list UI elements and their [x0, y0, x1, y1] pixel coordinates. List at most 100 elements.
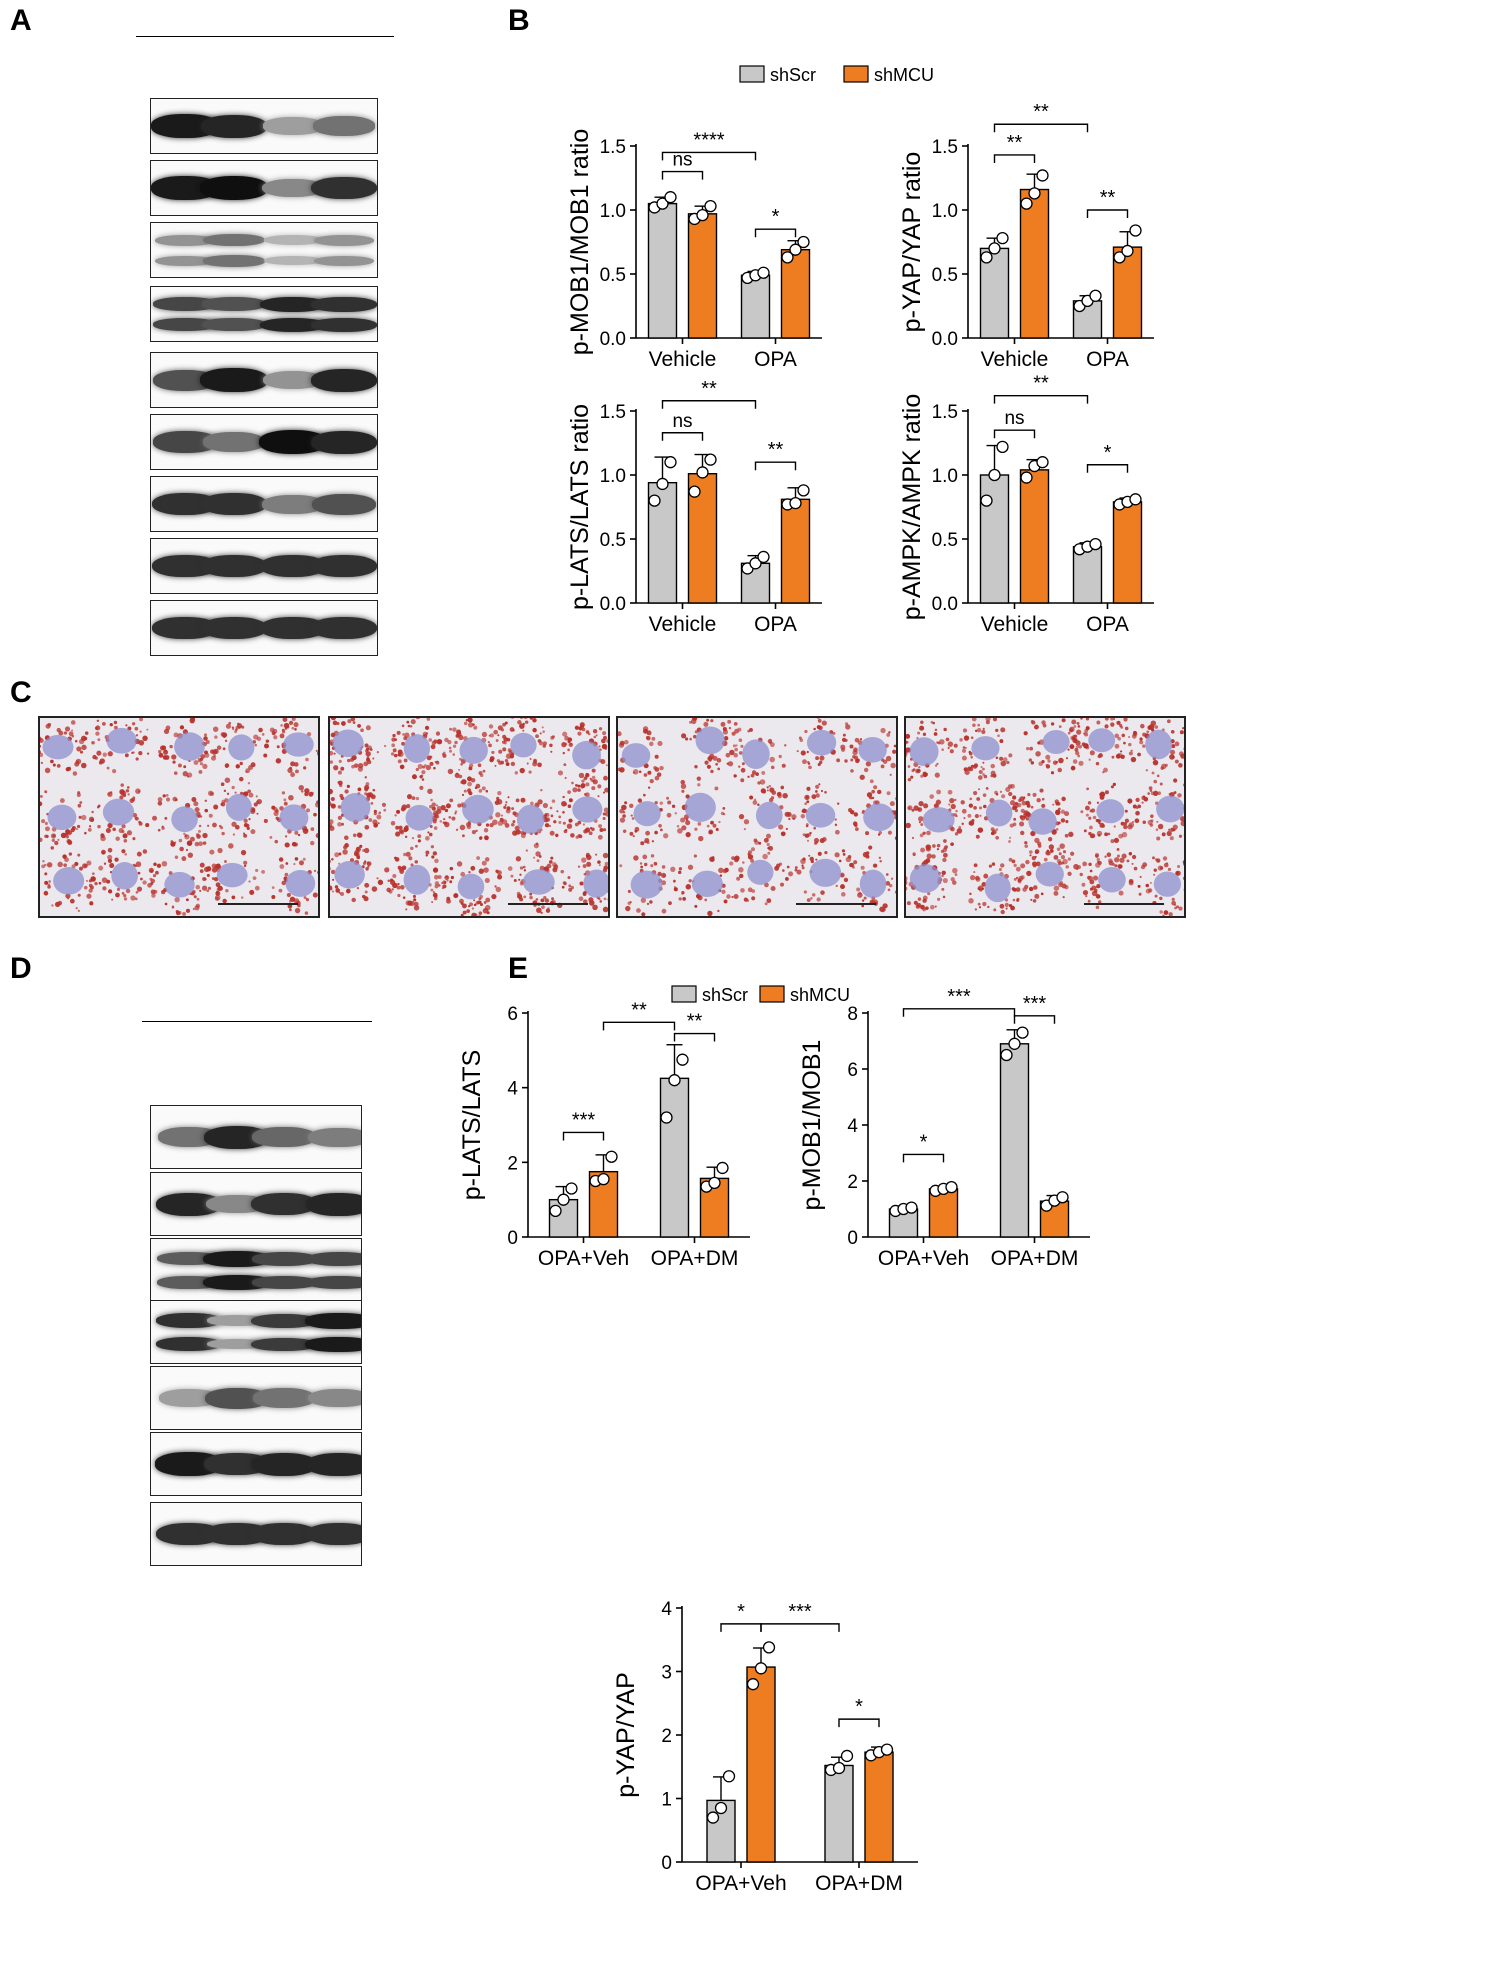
lipid-droplet [293, 722, 299, 728]
lipid-droplet [393, 753, 398, 758]
y-tick-label: 0.5 [932, 265, 958, 286]
lipid-droplet [1118, 890, 1124, 896]
lipid-droplet [170, 840, 174, 844]
lipid-droplet [452, 744, 457, 748]
lipid-droplet [293, 762, 299, 767]
lipid-droplet [289, 908, 292, 912]
lipid-droplet [398, 825, 403, 830]
lipid-droplet [1034, 893, 1040, 899]
protein-band [250, 1192, 318, 1216]
lipid-droplet [489, 757, 494, 763]
cell-nucleus [216, 862, 248, 888]
lipid-droplet [796, 869, 802, 875]
lipid-droplet [106, 766, 110, 770]
lipid-droplet [949, 798, 955, 804]
lipid-droplet [1011, 859, 1016, 864]
lipid-droplet [936, 897, 941, 901]
lipid-droplet [961, 822, 964, 826]
lipid-droplet [184, 834, 190, 840]
lipid-droplet [71, 864, 76, 869]
lipid-droplet [483, 828, 489, 833]
data-point [988, 468, 1001, 482]
lipid-droplet [337, 822, 342, 827]
lipid-droplet [1104, 724, 1109, 729]
lipid-droplet [377, 879, 384, 886]
lipid-droplet [1026, 747, 1030, 751]
lipid-droplet [276, 745, 280, 749]
lipid-droplet [750, 773, 755, 778]
y-tick-label: 1.0 [600, 466, 626, 487]
lipid-droplet [441, 881, 444, 885]
lipid-droplet [78, 866, 83, 871]
data-point [656, 197, 669, 210]
lipid-droplet [577, 784, 581, 788]
lipid-droplet [131, 722, 136, 726]
lipid-droplet [1124, 726, 1129, 731]
data-point [832, 1761, 846, 1775]
lipid-droplet [685, 737, 689, 741]
lipid-droplet [961, 808, 967, 814]
lipid-droplet [971, 718, 977, 722]
lipid-droplet [920, 774, 924, 778]
lipid-droplet [968, 820, 975, 826]
lipid-droplet [64, 857, 69, 863]
lipid-droplet [1162, 914, 1165, 916]
lipid-droplet [235, 725, 240, 730]
blot-strip [150, 476, 378, 532]
significance-label: *** [1023, 993, 1047, 1015]
lipid-droplet [579, 881, 584, 886]
lipid-droplet [248, 818, 251, 821]
lipid-droplet [964, 746, 967, 749]
lipid-droplet [785, 827, 788, 830]
lipid-droplet [363, 896, 369, 902]
lipid-droplet [362, 849, 366, 852]
lipid-droplet [698, 835, 704, 842]
lipid-droplet [243, 818, 248, 823]
cell-nucleus [457, 873, 485, 900]
lipid-droplet [178, 838, 183, 843]
lipid-droplet [618, 731, 622, 737]
lipid-droplet [920, 904, 925, 910]
lipid-droplet [210, 749, 215, 754]
data-point [1000, 1048, 1013, 1062]
lipid-droplet [341, 721, 346, 726]
data-point [1129, 493, 1142, 506]
lipid-droplet [886, 791, 891, 796]
lipid-droplet [337, 805, 342, 809]
lipid-droplet [602, 867, 608, 873]
lipid-droplet [1056, 859, 1062, 864]
lipid-droplet [782, 869, 785, 872]
lipid-droplet [239, 776, 244, 782]
lipid-droplet [1077, 725, 1081, 728]
micrograph-image [906, 718, 1184, 916]
lipid-droplet [1169, 754, 1175, 760]
lipid-droplet [784, 811, 790, 817]
lipid-droplet [495, 886, 502, 893]
lipid-droplet [1141, 801, 1144, 804]
lipid-droplet [692, 734, 697, 739]
lipid-droplet [1171, 897, 1175, 901]
lipid-droplet [816, 897, 821, 902]
lipid-droplet [677, 828, 683, 834]
lipid-droplet [735, 744, 738, 747]
lipid-droplet [397, 759, 402, 764]
lipid-droplet [372, 757, 375, 760]
lipid-droplet [1045, 850, 1050, 856]
lipid-droplet [428, 738, 433, 742]
lipid-droplet [169, 744, 173, 749]
lipid-droplet [712, 823, 717, 828]
lipid-droplet [543, 895, 547, 900]
lipid-droplet [840, 747, 846, 752]
lipid-droplet [995, 835, 999, 840]
lipid-droplet [209, 849, 215, 855]
lipid-droplet [57, 861, 63, 868]
lipid-droplet [1008, 753, 1013, 758]
lipid-droplet [472, 723, 475, 726]
lipid-droplet [526, 762, 529, 765]
lipid-droplet [601, 738, 606, 744]
lipid-droplet [313, 812, 317, 817]
lipid-droplet [690, 718, 697, 725]
lipid-droplet [911, 808, 915, 812]
lipid-droplet [236, 722, 240, 726]
